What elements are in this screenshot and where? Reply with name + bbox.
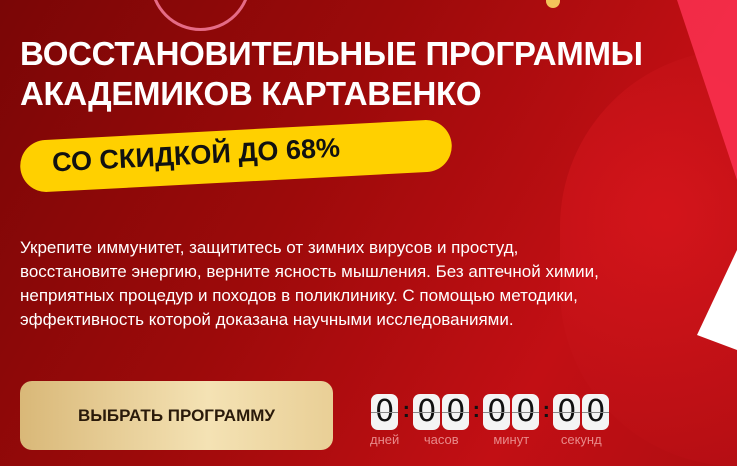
timer-label: минут [493, 432, 530, 447]
timer-days: 0 дней [370, 394, 399, 447]
digit: 0 [512, 394, 540, 430]
timer-separator: : [472, 397, 480, 422]
digit: 0 [371, 394, 399, 430]
timer-separator: : [402, 397, 410, 422]
timer-separator: : [542, 397, 550, 422]
digit: 0 [553, 394, 581, 430]
title-line-1: ВОССТАНОВИТЕЛЬНЫЕ ПРОГРАММЫ [20, 35, 643, 72]
page-title: ВОССТАНОВИТЕЛЬНЫЕ ПРОГРАММЫ АКАДЕМИКОВ КА… [20, 34, 643, 114]
digit: 0 [582, 394, 610, 430]
digit: 0 [442, 394, 470, 430]
choose-program-button[interactable]: ВЫБРАТЬ ПРОГРАММУ [20, 381, 333, 450]
digit: 0 [413, 394, 441, 430]
timer-label: дней [370, 432, 400, 447]
title-line-2: АКАДЕМИКОВ КАРТАВЕНКО [20, 75, 482, 112]
digit: 0 [483, 394, 511, 430]
decor-ring [150, 0, 251, 31]
decor-dot [546, 0, 560, 8]
description: Укрепите иммунитет, защититесь от зимних… [20, 238, 599, 329]
timer-label: секунд [560, 432, 602, 447]
timer-label: часов [423, 432, 459, 447]
